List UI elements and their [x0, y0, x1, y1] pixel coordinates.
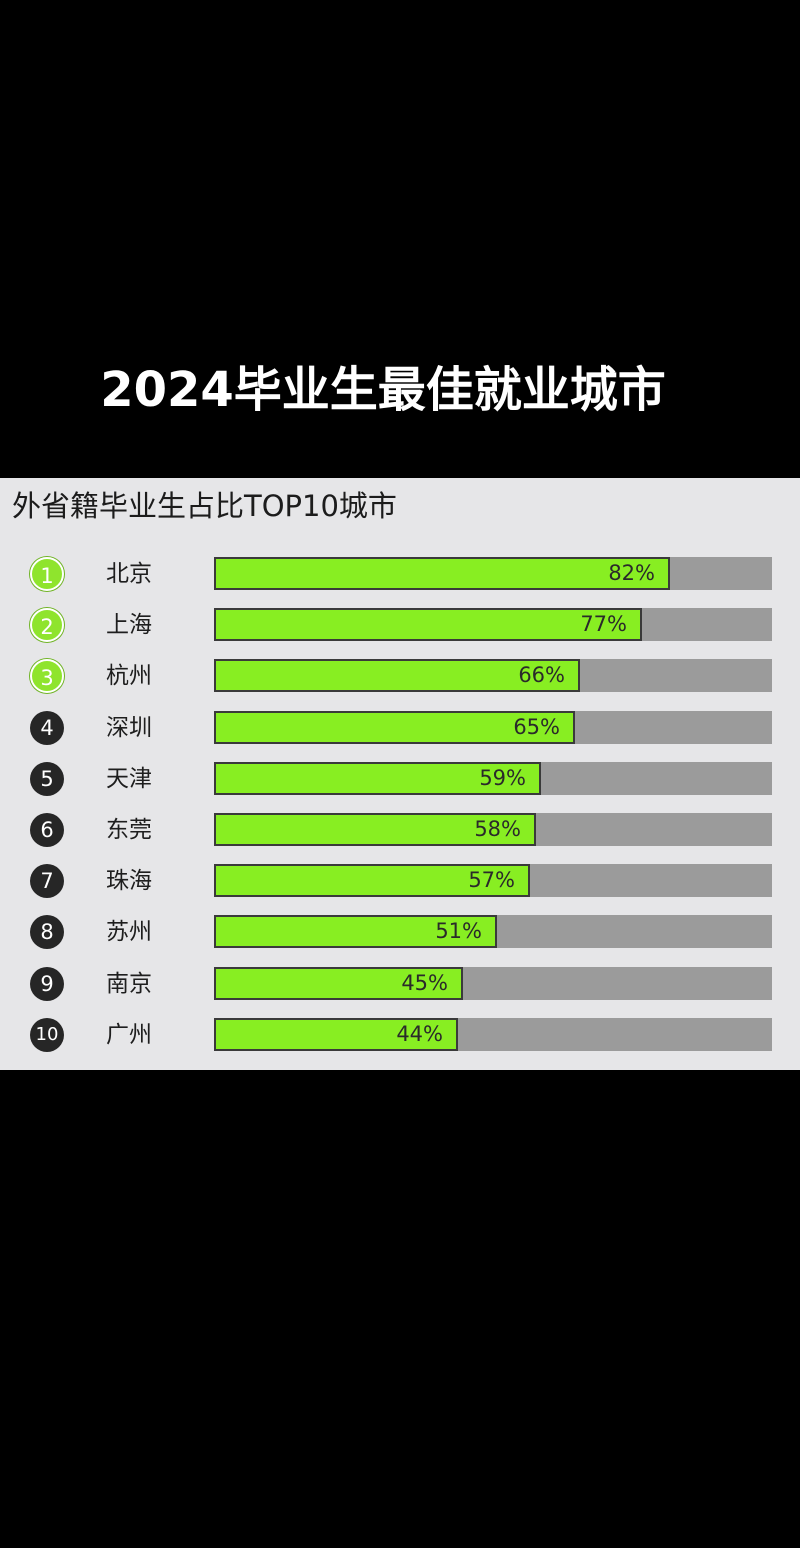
city-label: 苏州	[106, 919, 152, 946]
city-label: 北京	[106, 561, 152, 587]
city-label: 天津	[106, 765, 152, 792]
bar-fill	[214, 761, 541, 795]
rank-badge: 9	[30, 966, 64, 1001]
bar-row: 5 天津 59%	[0, 761, 800, 798]
bar-row: 9 南京 45%	[0, 966, 800, 1003]
bar-fill	[214, 710, 575, 744]
rank-badge: 7	[30, 864, 64, 899]
city-label: 珠海	[106, 868, 152, 895]
bar-track: 82%	[214, 557, 772, 590]
bar-track: 51%	[214, 915, 772, 949]
chart-panel: 外省籍毕业生占比TOP10城市 1 北京 82% 2 上海 77% 3 杭州 66% 4 深圳 65%…	[0, 478, 800, 1070]
headline: 2024毕业生最佳就业城市	[100, 362, 666, 418]
bar-row: 8 苏州 51%	[0, 915, 800, 951]
bar-fill	[214, 1017, 458, 1051]
city-label: 上海	[106, 612, 152, 639]
bar-row: 1 北京 82%	[0, 557, 800, 593]
bar-track: 59%	[214, 761, 772, 795]
rank-badge: 2	[30, 608, 64, 643]
bar-fill	[214, 557, 670, 590]
rank-badge: 3	[30, 659, 64, 694]
bar-track: 58%	[214, 813, 772, 846]
bar-fill	[214, 659, 580, 693]
bar-row: 4 深圳 65%	[0, 710, 800, 747]
bar-fill	[214, 608, 642, 642]
value-label: 82%	[608, 561, 655, 585]
bar-fill	[214, 864, 530, 898]
city-label: 东莞	[106, 817, 152, 843]
bar-row: 6 东莞 58%	[0, 813, 800, 849]
bar-fill	[214, 966, 463, 1000]
bar-row: 3 杭州 66%	[0, 659, 800, 695]
bar-track: 45%	[214, 966, 772, 1000]
value-label: 51%	[435, 919, 482, 944]
value-label: 77%	[580, 612, 627, 637]
rank-badge: 10	[30, 1017, 64, 1052]
rank-badge: 5	[30, 761, 64, 796]
value-label: 65%	[513, 714, 560, 739]
value-label: 57%	[468, 868, 515, 893]
rank-badge: 4	[30, 710, 64, 745]
bar-track: 66%	[214, 659, 772, 693]
value-label: 59%	[479, 765, 526, 790]
value-label: 58%	[474, 817, 521, 841]
value-label: 44%	[396, 1021, 443, 1046]
bar-track: 77%	[214, 608, 772, 642]
bar-track: 57%	[214, 864, 772, 898]
city-label: 深圳	[106, 714, 152, 741]
value-label: 45%	[401, 970, 448, 995]
value-label: 66%	[518, 663, 565, 688]
bar-fill	[214, 915, 497, 949]
bar-row: 7 珠海 57%	[0, 864, 800, 900]
bar-track: 44%	[214, 1017, 772, 1051]
bar-row: 2 上海 77%	[0, 608, 800, 644]
city-label: 杭州	[106, 663, 152, 690]
rank-badge: 1	[30, 557, 64, 591]
chart-title: 外省籍毕业生占比TOP10城市	[12, 489, 397, 523]
bar-fill	[214, 813, 536, 846]
bar-track: 65%	[214, 710, 772, 744]
rank-badge: 6	[30, 813, 64, 847]
bar-row: 10 广州 44%	[0, 1017, 800, 1054]
rank-badge: 8	[30, 915, 64, 950]
city-label: 南京	[106, 970, 152, 997]
city-label: 广州	[106, 1021, 152, 1048]
